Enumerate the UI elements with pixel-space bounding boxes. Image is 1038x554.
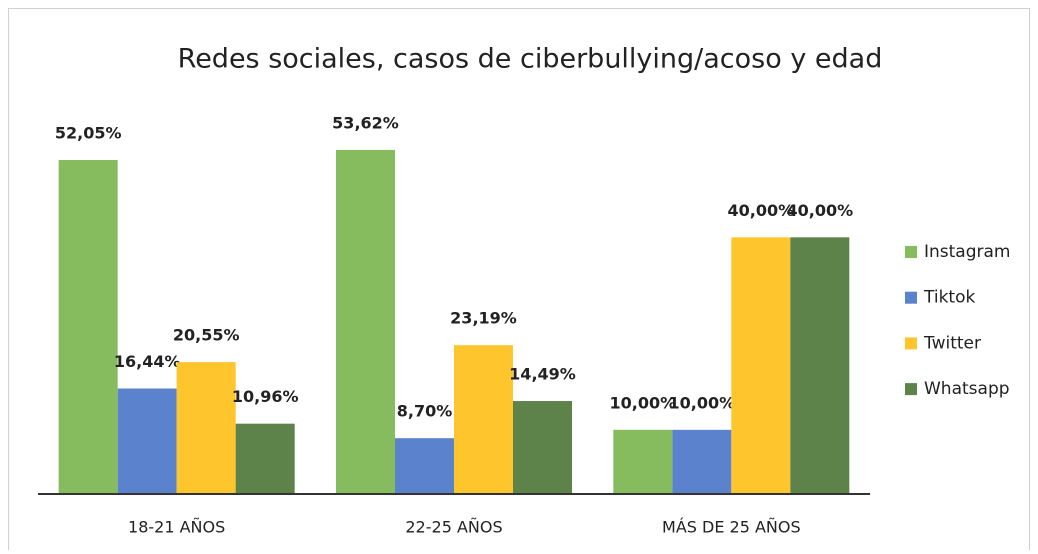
bar	[613, 429, 673, 494]
legend-label: Tiktok	[923, 288, 975, 308]
value-label: 16,44%	[114, 352, 181, 371]
bar	[513, 401, 572, 494]
legend-label: Whatsapp	[924, 379, 1010, 399]
bar	[731, 237, 791, 495]
value-label: 10,00%	[610, 393, 677, 412]
value-label: 40,00%	[728, 201, 795, 220]
bar	[454, 345, 513, 494]
x-tick-label: 22-25 AÑOS	[405, 518, 502, 537]
chart-title: Redes sociales, casos de ciberbullying/a…	[178, 44, 883, 75]
value-label: 40,00%	[787, 201, 854, 220]
value-label: 52,05%	[55, 124, 122, 143]
bar	[336, 149, 395, 494]
value-label: 8,70%	[397, 402, 453, 421]
bar	[117, 388, 177, 494]
legend-swatch	[905, 291, 917, 304]
bar	[790, 237, 850, 495]
legend-swatch	[905, 383, 917, 396]
bar	[395, 438, 454, 494]
legend-swatch	[905, 246, 917, 258]
bar	[235, 423, 295, 494]
legend-label: Instagram	[924, 242, 1011, 262]
value-label: 20,55%	[173, 326, 240, 345]
bar	[176, 362, 236, 494]
value-label: 10,00%	[669, 393, 736, 412]
value-label: 10,96%	[232, 387, 299, 406]
legend-swatch	[905, 337, 917, 350]
value-label: 14,49%	[509, 365, 576, 384]
legend-label: Twitter	[923, 333, 981, 353]
bar	[58, 160, 118, 494]
value-label: 53,62%	[332, 113, 399, 132]
bar	[672, 429, 732, 494]
x-tick-label: MÁS DE 25 AÑOS	[662, 518, 801, 537]
value-label: 23,19%	[450, 309, 517, 328]
x-tick-label: 18-21 AÑOS	[128, 518, 225, 537]
